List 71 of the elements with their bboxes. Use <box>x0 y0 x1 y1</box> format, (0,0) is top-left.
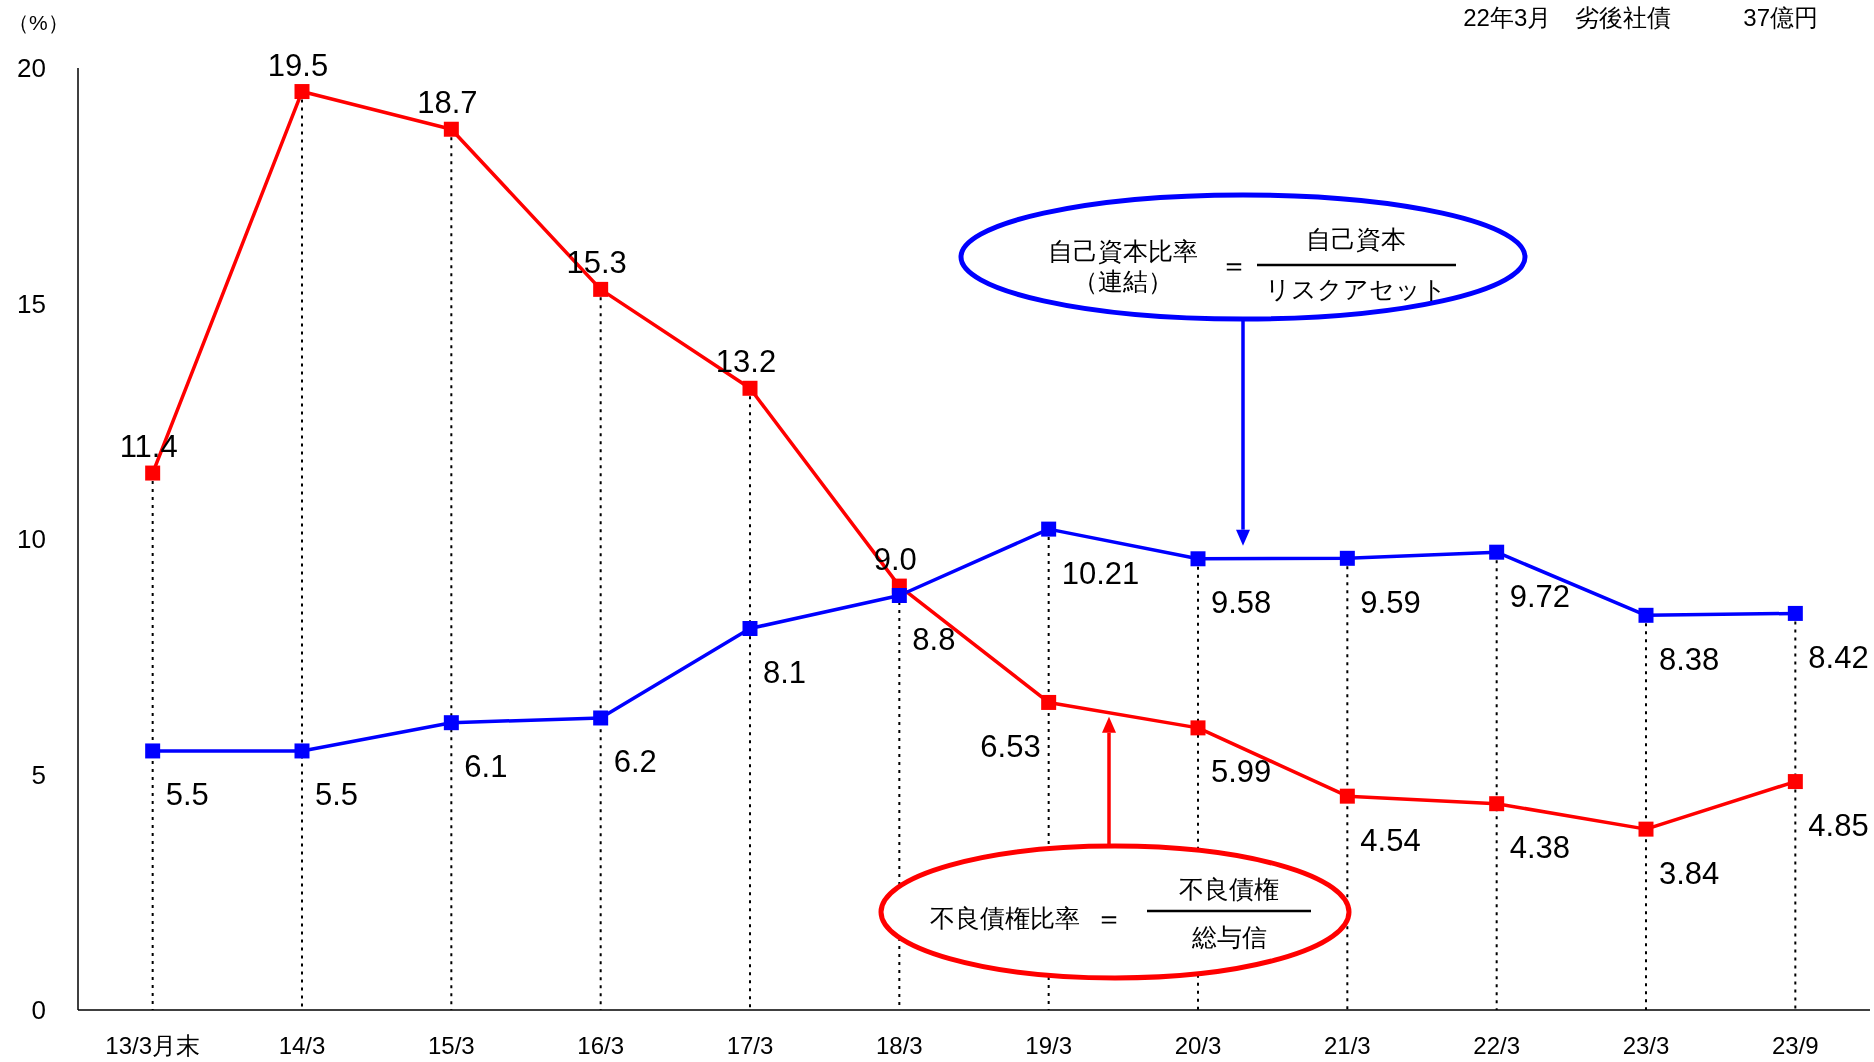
point <box>1041 521 1057 537</box>
data-label: 10.21 <box>1061 555 1140 591</box>
point <box>443 121 459 137</box>
point <box>1787 774 1803 790</box>
x-tick-label: 20/3 <box>1174 1032 1222 1059</box>
annotation: ＝ <box>1220 249 1248 281</box>
data-label: 13.2 <box>715 344 777 380</box>
point <box>891 588 907 604</box>
point <box>742 380 758 396</box>
point <box>1489 544 1505 560</box>
point <box>593 710 609 726</box>
x-tick-label: 16/3 <box>577 1032 625 1059</box>
point <box>1339 788 1355 804</box>
y-tick-label: 10 <box>17 524 46 554</box>
point <box>1190 551 1206 567</box>
point <box>443 715 459 731</box>
data-label: 8.8 <box>912 622 956 658</box>
x-tick-label: 19/3 <box>1025 1032 1073 1059</box>
point <box>145 465 161 481</box>
data-label: 5.99 <box>1211 754 1272 790</box>
data-label: 6.53 <box>980 728 1041 764</box>
x-tick-label: 13/3月末 <box>105 1032 201 1059</box>
x-tick-label: 18/3 <box>875 1032 923 1059</box>
data-label: 3.84 <box>1659 855 1720 891</box>
x-tick-label: 15/3 <box>427 1032 475 1059</box>
point <box>1638 607 1654 623</box>
data-label: 5.5 <box>315 777 359 813</box>
text: 22年3月 劣後社債 37億円 <box>1463 4 1818 31</box>
y-tick-label: 20 <box>17 53 46 83</box>
annotation: 総与信 <box>1190 923 1267 951</box>
data-label: 5.5 <box>165 777 209 813</box>
point <box>294 743 310 759</box>
annotation: ＝ <box>1095 902 1123 934</box>
point <box>294 84 310 100</box>
data-label: 6.1 <box>464 749 508 785</box>
point <box>145 743 161 759</box>
data-label: 4.85 <box>1808 808 1869 844</box>
point <box>1190 720 1206 736</box>
annotation: 自己資本 <box>1306 225 1406 253</box>
data-label: 8.42 <box>1808 639 1869 675</box>
x-tick-label: 14/3 <box>278 1032 326 1059</box>
y-axis-title: （%） <box>8 11 69 34</box>
data-label: 4.38 <box>1509 830 1571 866</box>
data-label: 9.59 <box>1360 584 1421 620</box>
data-label: 19.5 <box>267 47 329 83</box>
data-label: 18.7 <box>417 85 478 121</box>
annotation: 不良債権 <box>1179 875 1279 903</box>
x-tick-label: 22/3 <box>1473 1032 1521 1059</box>
x-tick-label: 23/9 <box>1771 1032 1819 1059</box>
data-label: 9.58 <box>1211 585 1272 621</box>
point <box>1339 550 1355 566</box>
annotation: リスクアセット <box>1265 275 1447 303</box>
data-label: 6.2 <box>613 744 657 780</box>
point <box>1787 605 1803 621</box>
data-label: 4.54 <box>1360 822 1421 858</box>
x-tick-label: 21/3 <box>1323 1032 1371 1059</box>
y-tick-label: 15 <box>17 288 46 319</box>
y-tick-label: 5 <box>31 759 46 790</box>
x-tick-label: 23/3 <box>1622 1032 1670 1059</box>
point <box>1638 821 1654 837</box>
annotation: 自己資本比率（連結） <box>1048 237 1198 295</box>
y-tick-label: 0 <box>31 995 46 1025</box>
data-label: 8.1 <box>763 654 807 690</box>
data-label: 9.72 <box>1509 578 1571 614</box>
data-label: 8.38 <box>1659 641 1720 677</box>
point <box>593 281 609 297</box>
annotation: 不良債権比率 <box>930 904 1080 932</box>
point <box>1489 796 1505 812</box>
x-tick-label: 17/3 <box>726 1032 774 1059</box>
point <box>742 620 758 636</box>
point <box>1041 694 1057 710</box>
